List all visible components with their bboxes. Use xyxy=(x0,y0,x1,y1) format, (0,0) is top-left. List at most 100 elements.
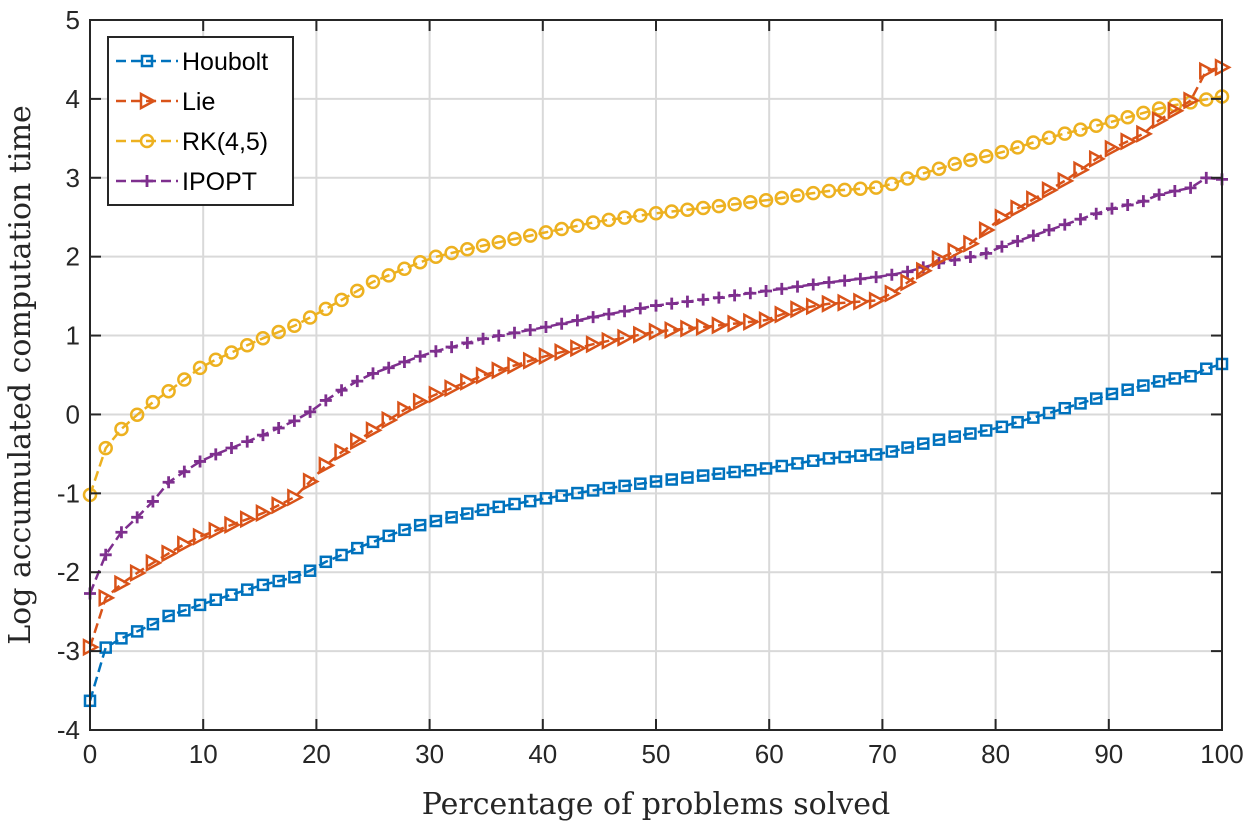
series-houbolt-point xyxy=(429,514,443,528)
series-ipopt-point xyxy=(256,429,269,442)
series-lie-point xyxy=(884,284,902,303)
series-houbolt-point xyxy=(1137,379,1150,392)
series-lie-point xyxy=(239,510,257,529)
series-houbolt-point xyxy=(99,641,112,654)
series-lie-point xyxy=(177,535,194,554)
series-ipopt-point xyxy=(99,548,112,561)
series-rk-4-5-point xyxy=(318,301,334,317)
series-rk-4-5-point xyxy=(1120,110,1135,125)
series-lie-point xyxy=(931,249,949,269)
series-ipopt-point xyxy=(146,495,159,508)
series-houbolt-line xyxy=(88,362,1223,702)
series-houbolt-point xyxy=(209,593,223,606)
series-lie-point xyxy=(114,574,132,593)
series-lie-point xyxy=(334,443,352,462)
series-rk-4-5-point xyxy=(287,318,302,334)
y-axis-label: Log accumulated computation time xyxy=(3,105,38,645)
series-rk-4-5-point xyxy=(1057,126,1073,141)
series-houbolt-point xyxy=(869,448,883,461)
series-rk-4-5-point xyxy=(1104,114,1120,129)
series-rk-4-5-point xyxy=(255,331,271,346)
series-houbolt-point xyxy=(838,450,851,464)
series-rk-4-5-point xyxy=(947,156,962,172)
series-rk-4-5-point xyxy=(774,190,790,206)
series-lie-point xyxy=(302,472,320,491)
series-ipopt-point xyxy=(602,308,615,321)
series-lie-point xyxy=(538,346,556,366)
x-tick-label: 100 xyxy=(1200,739,1243,769)
series-ipopt-point xyxy=(382,361,395,374)
series-lie-point xyxy=(208,521,226,540)
series-houbolt-point xyxy=(806,454,820,467)
series-lie-point xyxy=(1010,199,1028,218)
series-rk-4-5-point xyxy=(302,310,318,325)
series-ipopt-point xyxy=(995,240,1008,253)
x-tick-label: 0 xyxy=(83,739,97,769)
series-lie-point xyxy=(805,297,823,316)
series-lie-point xyxy=(648,322,666,341)
y-tick-label: -4 xyxy=(57,715,80,745)
legend-label-rk-4-5: RK(4,5) xyxy=(182,128,268,156)
series-lie-point xyxy=(161,544,179,563)
series-rk-4-5-point xyxy=(554,221,569,237)
legend-marker-rk-4-5-point xyxy=(139,133,155,149)
series-ipopt-point xyxy=(319,394,332,407)
series-rk-4-5-point xyxy=(633,208,648,223)
series-rk-4-5-point xyxy=(145,394,161,410)
series-ipopt-point xyxy=(461,336,474,349)
series-houbolt-point xyxy=(571,486,584,500)
series-houbolt-point xyxy=(1152,375,1166,388)
series-rk-4-5 xyxy=(82,89,1230,503)
series-houbolt-point xyxy=(130,625,144,638)
series-houbolt-point xyxy=(193,598,207,612)
series-ipopt-point xyxy=(414,350,427,363)
series-houbolt-point xyxy=(1042,406,1056,420)
series-rk-4-5-point xyxy=(758,193,774,208)
series-lie-point xyxy=(853,292,871,311)
series-houbolt-point xyxy=(649,475,663,488)
series-rk-4-5-point xyxy=(192,360,208,376)
series-rk-4-5-point xyxy=(350,283,365,299)
series-lie-point xyxy=(963,234,981,253)
series-ipopt-point xyxy=(1027,229,1040,242)
series-houbolt-point xyxy=(712,467,726,480)
series-houbolt-point xyxy=(445,511,458,524)
series-rk-4-5-point xyxy=(1073,122,1088,137)
series-rk-4-5-point xyxy=(1136,105,1151,121)
series-lie-point xyxy=(318,456,336,475)
series-houbolt-point xyxy=(240,583,254,596)
series-lie-point xyxy=(994,208,1012,227)
series-houbolt-point xyxy=(303,564,317,577)
series-rk-4-5-point xyxy=(931,161,947,176)
y-tick-label: 0 xyxy=(66,399,80,429)
y-tick-label: 3 xyxy=(66,163,80,193)
series-ipopt-point xyxy=(1011,235,1024,248)
series-lie-point xyxy=(1073,160,1091,179)
y-tick-label: -1 xyxy=(57,478,80,508)
series-ipopt-point xyxy=(587,311,600,324)
series-rk-4-5-point xyxy=(916,166,931,181)
series-rk-4-5-point xyxy=(617,210,632,225)
series-rk-4-5-point xyxy=(98,440,113,456)
series-ipopt-point xyxy=(744,287,757,300)
series-layer xyxy=(82,58,1232,708)
series-lie-point xyxy=(397,400,415,419)
legend-label-lie: Lie xyxy=(182,88,215,116)
series-lie-line xyxy=(88,66,1223,648)
x-tick-label: 90 xyxy=(1094,739,1123,769)
series-lie-point xyxy=(821,294,839,313)
series-houbolt-point xyxy=(618,479,631,493)
series-ipopt-point xyxy=(508,326,521,339)
series-ipopt-point xyxy=(618,305,631,318)
series-rk-4-5-point xyxy=(224,345,239,360)
series-houbolt-point xyxy=(696,469,710,482)
series-lie-point xyxy=(475,366,493,385)
series-rk-4-5-point xyxy=(963,152,978,168)
series-ipopt-point xyxy=(555,317,568,330)
series-rk-4-5-point xyxy=(412,254,428,270)
series-rk-4-5-point xyxy=(853,181,868,197)
series-rk-4-5-point xyxy=(743,194,758,210)
series-lie-point xyxy=(224,515,242,534)
legend-label-houbolt: Houbolt xyxy=(182,48,268,76)
series-ipopt-point xyxy=(964,250,977,263)
